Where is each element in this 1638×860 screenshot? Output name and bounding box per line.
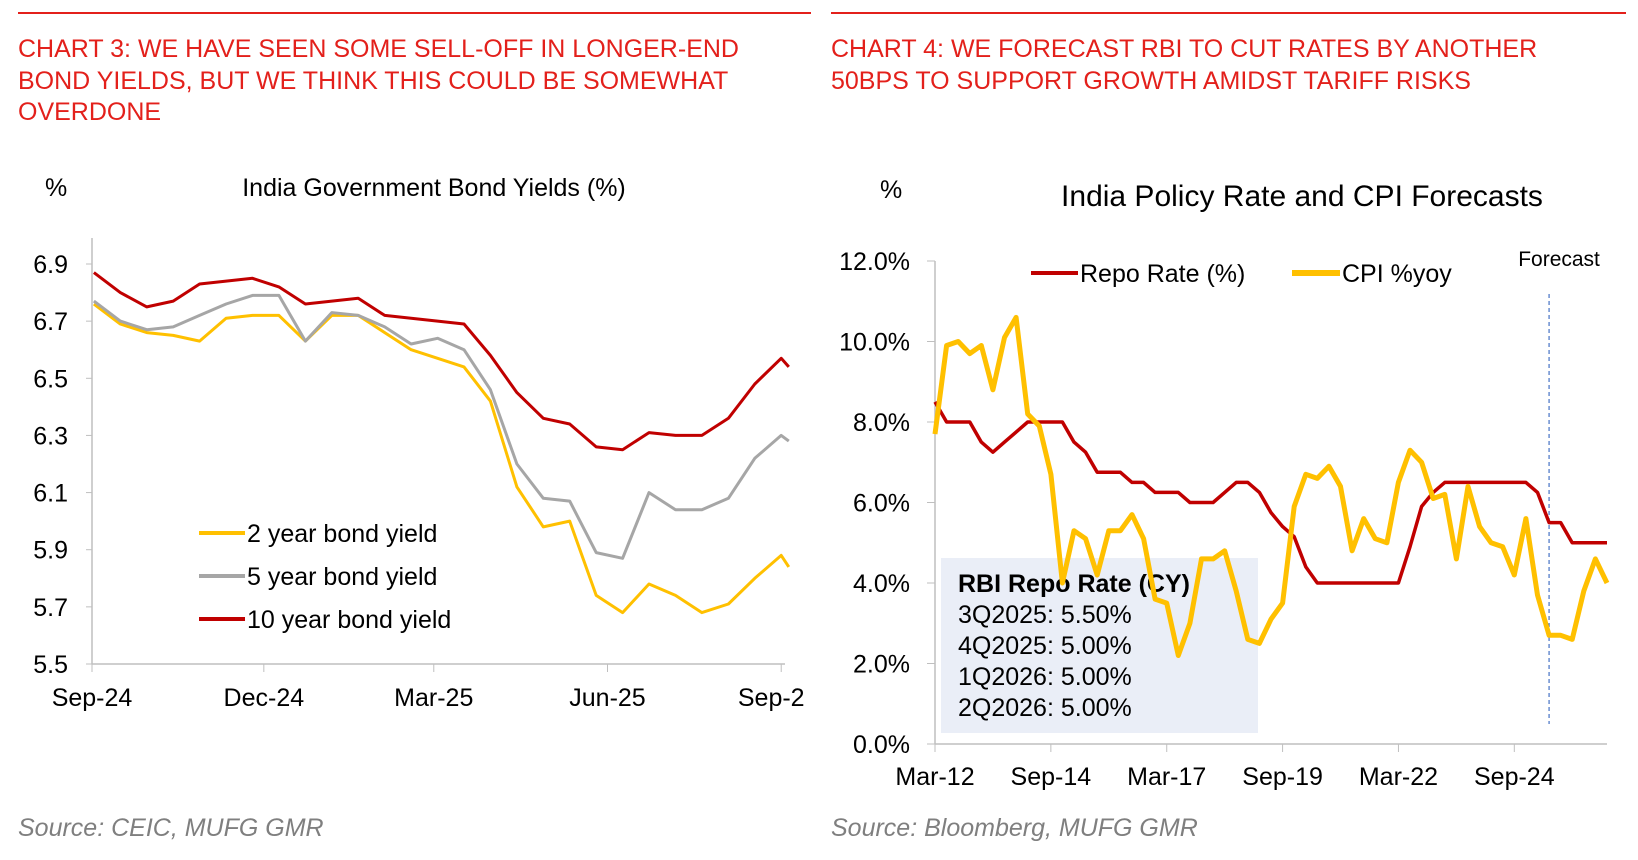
- box-line: 1Q2026: 5.00%: [958, 663, 1132, 691]
- series-line-1: [92, 302, 791, 615]
- box-line: 4Q2025: 5.00%: [958, 632, 1132, 660]
- chart-title: India Government Bond Yields (%): [242, 174, 626, 202]
- y-tick-label: 6.0%: [853, 490, 910, 518]
- y-tick-label: 8.0%: [853, 409, 910, 437]
- y-tick-label: 12.0%: [839, 248, 910, 276]
- x-tick-label: Dec-24: [224, 684, 305, 712]
- chart4-heading: CHART 4: WE FORECAST RBI TO CUT RATES BY…: [831, 35, 1538, 95]
- box-line: 2Q2026: 5.00%: [958, 694, 1132, 722]
- chart3-heading: CHART 3: WE HAVE SEEN SOME SELL-OFF IN L…: [18, 35, 739, 126]
- y-unit-label: %: [45, 174, 67, 202]
- y-tick-label: 6.5: [33, 365, 68, 393]
- x-tick-label: Sep-14: [1011, 763, 1092, 791]
- x-tick-label: Sep-24: [1474, 763, 1555, 791]
- y-tick-label: 2.0%: [853, 651, 910, 679]
- series-line-1: [933, 401, 1607, 585]
- chart4-source: Source: Bloomberg, MUFG GMR: [831, 814, 1198, 842]
- y-tick-label: 5.7: [33, 594, 68, 622]
- legend-label: 5 year bond yield: [247, 563, 437, 591]
- y-tick-label: 6.7: [33, 308, 68, 336]
- y-tick-label: 5.9: [33, 537, 68, 565]
- y-tick-label: 4.0%: [853, 570, 910, 598]
- x-tick-label: Mar-12: [895, 763, 974, 791]
- right-top-rule: [831, 12, 1626, 14]
- x-tick-label: Jun-25: [569, 684, 645, 712]
- series-line-2: [932, 314, 1610, 658]
- x-tick-label: Mar-17: [1127, 763, 1206, 791]
- rbi-forecast-box: RBI Repo Rate (CY) 3Q2025: 5.50% 4Q2025:…: [941, 558, 1258, 733]
- y-tick-label: 10.0%: [839, 329, 910, 357]
- x-tick-label: Sep-19: [1242, 763, 1323, 791]
- chart-title: India Policy Rate and CPI Forecasts: [1061, 180, 1543, 213]
- legend-label: 10 year bond yield: [247, 606, 451, 634]
- chart3-source: Source: CEIC, MUFG GMR: [18, 814, 324, 842]
- legend-label: CPI %yoy: [1342, 260, 1452, 288]
- series-line-3: [92, 271, 790, 452]
- y-tick-label: 6.3: [33, 422, 68, 450]
- y-tick-label: 0.0%: [853, 731, 910, 759]
- y-tick-label: 5.5: [33, 651, 68, 679]
- x-tick-label: Mar-22: [1359, 763, 1438, 791]
- series-line-2: [92, 293, 790, 560]
- y-unit-label: %: [880, 176, 902, 204]
- left-top-rule: [18, 12, 811, 14]
- x-tick-label: Sep-24: [52, 684, 133, 712]
- forecast-label: Forecast: [1518, 248, 1600, 271]
- legend-label: 2 year bond yield: [247, 520, 437, 548]
- legend-label: Repo Rate (%): [1080, 260, 1245, 288]
- y-tick-label: 6.9: [33, 251, 68, 279]
- x-tick-label: Sep-2: [738, 684, 805, 712]
- x-tick-label: Mar-25: [394, 684, 473, 712]
- y-tick-label: 6.1: [33, 480, 68, 508]
- box-line: 3Q2025: 5.50%: [958, 601, 1132, 629]
